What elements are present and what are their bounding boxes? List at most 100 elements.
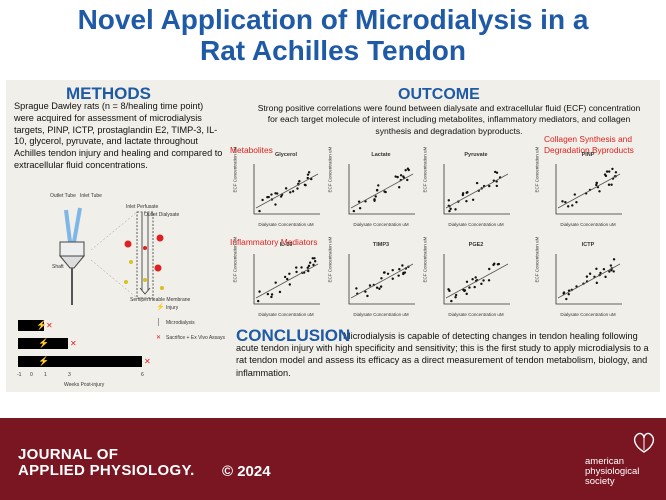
label-inlet-perfusate: Inlet Perfusate bbox=[126, 204, 159, 210]
plot-xlabel: Dialysate Concentration uM bbox=[560, 222, 616, 227]
data-point bbox=[448, 209, 451, 213]
data-point bbox=[307, 171, 311, 174]
data-point bbox=[375, 286, 379, 289]
injury-icon: ⚡ bbox=[36, 320, 48, 330]
data-point bbox=[447, 288, 450, 291]
data-point bbox=[480, 282, 483, 286]
data-point bbox=[306, 173, 310, 176]
data-point bbox=[375, 188, 379, 192]
plot-area bbox=[443, 164, 510, 215]
data-point bbox=[567, 205, 570, 208]
sacrifice-icon: ✕ bbox=[70, 339, 77, 348]
data-point bbox=[595, 281, 599, 285]
data-point bbox=[461, 192, 465, 195]
plot-title: ICTP bbox=[581, 242, 595, 248]
data-point bbox=[465, 292, 468, 296]
group-inflammatory: Inflammatory Mediators bbox=[230, 237, 318, 247]
conclusion-heading: CONCLUSION bbox=[236, 326, 351, 345]
data-point bbox=[380, 277, 383, 280]
data-point bbox=[612, 258, 616, 261]
plot-xlabel: Dialysate Concentration uM bbox=[258, 312, 314, 317]
plot-ylabel: ECF Concentration uM bbox=[534, 146, 540, 193]
plot-title: Pyruvate bbox=[464, 152, 488, 158]
data-point bbox=[357, 200, 361, 203]
data-point bbox=[575, 201, 578, 204]
data-point bbox=[274, 192, 277, 195]
regression-line bbox=[445, 263, 509, 299]
plot-title: Lactate bbox=[371, 152, 391, 158]
probe-cone bbox=[58, 255, 86, 269]
plot-axes bbox=[443, 254, 510, 305]
timeline-xlabel: Weeks Post-injury bbox=[64, 382, 105, 388]
group-collagen: Collagen Synthesis and Degradation Bypro… bbox=[544, 134, 634, 155]
data-point bbox=[308, 261, 312, 264]
society-name: american physiological society bbox=[585, 456, 640, 487]
plot-xlabel: Dialysate Concentration uM bbox=[448, 222, 504, 227]
scatter-plot-glycerol: Glycerol Dialysate Concentration uM ECF Co… bbox=[233, 147, 322, 227]
data-point bbox=[386, 272, 390, 275]
regression-line bbox=[350, 173, 414, 209]
data-point bbox=[404, 169, 407, 172]
data-point bbox=[471, 278, 474, 281]
plot-ylabel: ECF Concentration uM bbox=[232, 236, 238, 283]
data-point bbox=[471, 198, 475, 202]
sacrifice-icon: ✕ bbox=[144, 357, 151, 366]
data-point bbox=[614, 171, 618, 174]
regression-line bbox=[255, 263, 319, 299]
plot-ylabel: ECF Concentration uM bbox=[232, 146, 238, 193]
data-point bbox=[454, 208, 457, 211]
data-point bbox=[377, 184, 380, 187]
data-point bbox=[391, 268, 394, 272]
data-point bbox=[307, 269, 310, 273]
membrane-detail-box bbox=[136, 211, 154, 299]
injury-icon: ⚡ bbox=[38, 338, 50, 348]
data-point bbox=[585, 275, 589, 278]
data-point bbox=[373, 199, 376, 203]
data-point bbox=[298, 180, 301, 183]
data-point bbox=[313, 257, 316, 260]
data-point bbox=[588, 272, 592, 275]
label-outlet-tube: Outlet Tube bbox=[50, 193, 76, 199]
data-point bbox=[598, 190, 601, 193]
data-point bbox=[284, 187, 288, 190]
tick-3: 3 bbox=[68, 372, 71, 378]
data-point bbox=[266, 292, 270, 296]
data-point bbox=[391, 277, 394, 280]
data-point bbox=[394, 175, 397, 178]
data-point bbox=[258, 209, 261, 213]
data-point bbox=[407, 168, 410, 172]
outlet-tube bbox=[64, 209, 72, 243]
plot-xlabel: Dialysate Concentration uM bbox=[560, 312, 616, 317]
plot-xlabel: Dialysate Concentration uM bbox=[353, 222, 409, 227]
aps-logo-icon bbox=[633, 432, 655, 453]
probe-hub bbox=[59, 241, 85, 257]
legend-injury: Injury bbox=[166, 305, 179, 311]
scatter-plot-lactate: Lactate Dialysate Concentration uM ECF Con… bbox=[328, 147, 417, 227]
data-point bbox=[258, 290, 261, 293]
data-point bbox=[595, 267, 598, 271]
tick-0: 0 bbox=[30, 372, 33, 378]
data-point bbox=[595, 181, 598, 185]
plot-axes bbox=[555, 164, 622, 215]
legend-microdialysis: Microdialysis bbox=[166, 320, 195, 326]
plot-axes bbox=[555, 254, 622, 305]
data-point bbox=[465, 191, 468, 195]
data-point bbox=[300, 266, 303, 269]
data-point bbox=[463, 289, 467, 292]
inlet-tube bbox=[72, 207, 82, 243]
regression-line bbox=[445, 173, 509, 209]
data-point bbox=[564, 200, 567, 204]
regression-line bbox=[557, 263, 621, 299]
label-inlet-tube: Inlet Tube bbox=[80, 193, 102, 199]
injury-legend-icon: ⚡ bbox=[156, 304, 165, 311]
plot-xlabel: Dialysate Concentration uM bbox=[353, 312, 409, 317]
plot-area bbox=[253, 164, 320, 215]
data-point bbox=[454, 293, 458, 297]
data-point bbox=[278, 290, 282, 294]
data-point bbox=[398, 268, 401, 271]
data-point bbox=[488, 184, 491, 188]
data-point bbox=[450, 299, 453, 303]
data-point bbox=[610, 183, 613, 186]
data-point bbox=[306, 176, 309, 180]
plot-area bbox=[555, 254, 622, 305]
